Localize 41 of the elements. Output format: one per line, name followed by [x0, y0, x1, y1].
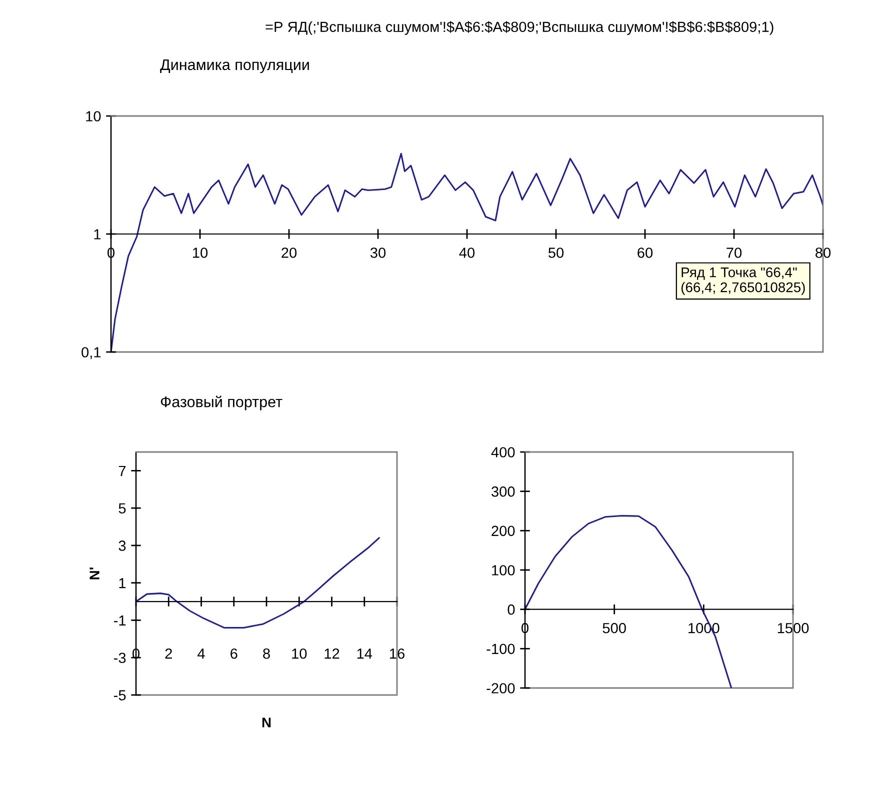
y-tick-label: 1: [94, 229, 101, 240]
x-tick-label: 10: [292, 648, 307, 659]
chart-title: Динамика популяции: [160, 59, 309, 74]
x-tick-label: 2: [165, 648, 172, 659]
y-tick-label: -3: [114, 652, 126, 664]
y-tick-label: 10: [86, 111, 101, 122]
y-tick-label: 0: [508, 604, 515, 615]
x-tick-label: 14: [357, 648, 372, 659]
y-tick-label: 5: [118, 503, 126, 514]
x-axis-title: N: [262, 718, 271, 728]
y-tick-label: 1: [119, 578, 126, 588]
y-tick-label: 300: [492, 486, 515, 497]
y-tick-label: 3: [118, 540, 126, 551]
y-tick-label: -200: [486, 683, 515, 694]
x-tick-label: 500: [602, 622, 626, 634]
y-tick-label: 400: [491, 447, 515, 458]
x-tick-label: 20: [282, 248, 297, 258]
x-tick-label: 6: [230, 648, 238, 659]
x-tick-label: 4: [198, 648, 205, 659]
x-tick-label: 60: [638, 248, 653, 258]
x-tick-label: 1500: [778, 622, 809, 634]
y-tick-label: -100: [486, 644, 515, 654]
text: =Р ЯД(;'Вспышка сшумом'!$A$6:$A$809;'Вспышка сшумом'!$B$6:$B$809;1): [266, 21, 774, 35]
x-tick-label: 80: [816, 248, 831, 258]
x-tick-label: 10: [193, 248, 208, 258]
x-tick-label: 50: [548, 248, 564, 258]
x-tick-label: 30: [370, 248, 386, 258]
x-tick-label: 16: [390, 648, 404, 659]
y-tick-label: 100: [492, 565, 515, 576]
x-tick-label: 40: [459, 248, 475, 258]
y-tick-label: -5: [114, 690, 126, 700]
y-axis-title: N': [90, 568, 100, 580]
x-tick-label: 12: [324, 648, 340, 659]
y-tick-label: 200: [492, 526, 515, 536]
y-tick-label: -1: [114, 615, 126, 626]
y-tick-label: 7: [118, 466, 126, 476]
chart-title: Фазовый портрет: [160, 396, 282, 410]
annotation: Ряд 1 Точка "66,4" (66,4; 2,765010825): [681, 267, 805, 295]
x-tick-label: 8: [263, 648, 270, 659]
y-tick-label: 0,1: [82, 347, 101, 360]
x-tick-label: 70: [726, 248, 742, 258]
